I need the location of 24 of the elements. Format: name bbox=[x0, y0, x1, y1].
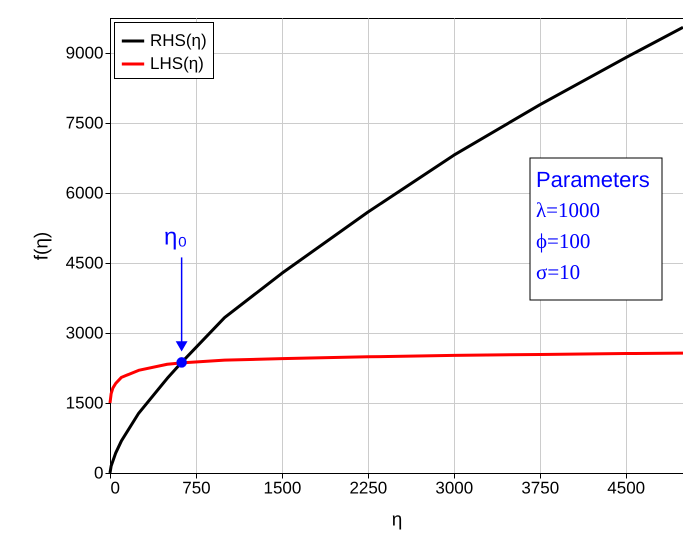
y-tick-label: 6000 bbox=[66, 184, 104, 202]
x-tick-label: 4500 bbox=[607, 478, 646, 498]
annotation: Parameters bbox=[536, 167, 650, 192]
y-tick-label: 1500 bbox=[66, 394, 104, 412]
x-axis-title: η bbox=[392, 510, 402, 530]
x-tick-label: 0 bbox=[110, 478, 120, 498]
y-tick-label: 4500 bbox=[66, 254, 104, 272]
annotation: σ=10 bbox=[536, 260, 580, 284]
line-series bbox=[108, 352, 683, 404]
x-tick-label: 1500 bbox=[263, 478, 302, 498]
legend-label: LHS(η) bbox=[150, 54, 204, 73]
x-tick-label: 3750 bbox=[521, 478, 560, 498]
y-tick-label: 9000 bbox=[66, 44, 104, 62]
x-tick-label: 750 bbox=[182, 478, 211, 498]
y-tick-label: 7500 bbox=[66, 114, 104, 132]
annotation: η₀ bbox=[164, 223, 188, 250]
legend-label: RHS(η) bbox=[150, 31, 207, 50]
y-tick-label: 3000 bbox=[66, 324, 104, 342]
annotation: ϕ=100 bbox=[536, 229, 590, 253]
y-axis-title: f(η) bbox=[32, 232, 53, 260]
x-tick-label: 2250 bbox=[349, 478, 388, 498]
annotation: λ=1000 bbox=[536, 198, 600, 222]
y-tick-label: 0 bbox=[94, 464, 104, 482]
x-tick-label: 3000 bbox=[435, 478, 474, 498]
